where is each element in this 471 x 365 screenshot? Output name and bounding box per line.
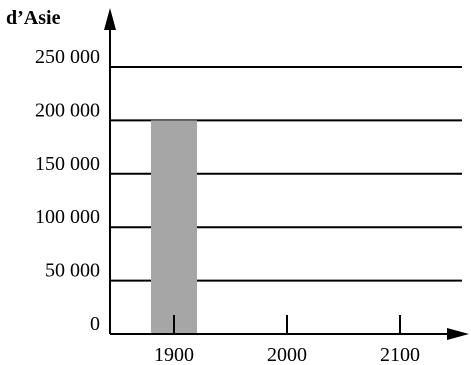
y-tick-label: 250 000	[35, 46, 100, 68]
y-tick-label: 150 000	[35, 153, 100, 175]
bars	[151, 120, 197, 335]
y-tick-label: 0	[90, 313, 100, 335]
x-ticks: 1900 2000 2100	[154, 315, 420, 365]
y-axis-label: d’Asie	[6, 7, 61, 29]
y-axis-arrow	[104, 8, 116, 30]
x-tick-label: 2100	[380, 344, 420, 365]
axes	[104, 8, 469, 340]
y-tick-labels: 0 50 000 100 000 150 000 200 000 250 000	[35, 46, 100, 335]
x-axis-arrow	[447, 328, 469, 340]
y-tick-label: 50 000	[45, 260, 100, 282]
x-tick-label: 2000	[267, 344, 307, 365]
y-tick-label: 100 000	[35, 206, 100, 228]
y-tick-label: 200 000	[35, 99, 100, 121]
x-tick-label: 1900	[154, 344, 194, 365]
bar-1900	[151, 120, 197, 335]
